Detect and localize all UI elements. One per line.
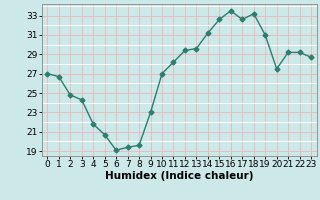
X-axis label: Humidex (Indice chaleur): Humidex (Indice chaleur) (105, 171, 253, 181)
